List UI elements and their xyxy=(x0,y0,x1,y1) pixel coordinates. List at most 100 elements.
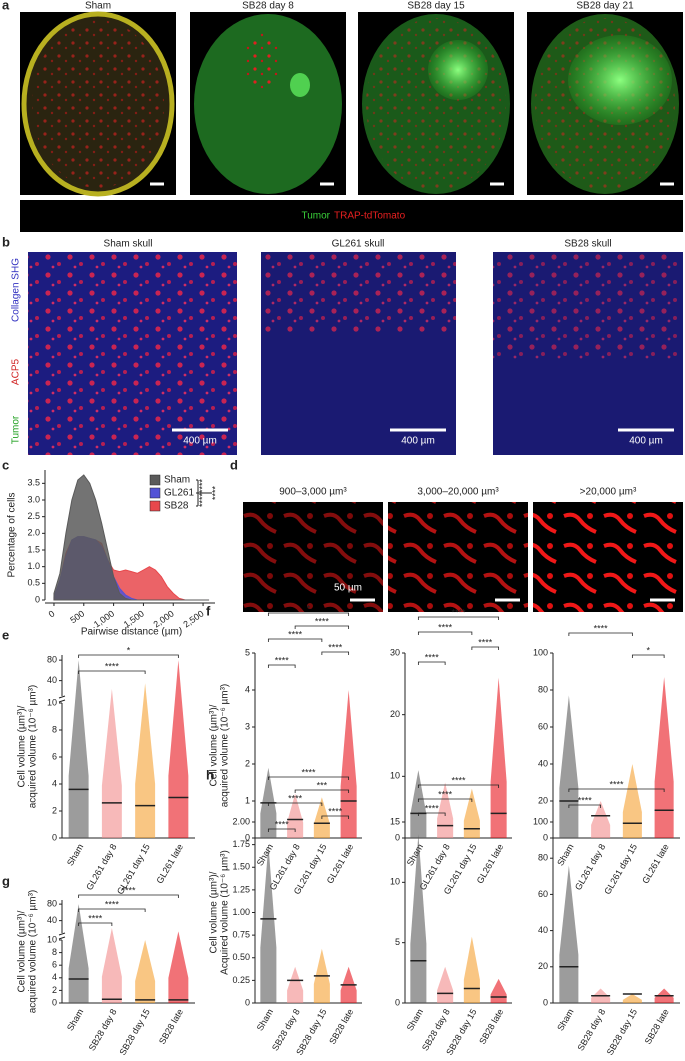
y-tick-label: 10 xyxy=(47,697,57,707)
data-points xyxy=(463,936,480,1003)
y-tick-label: 0.75 xyxy=(232,930,250,940)
image-title: SB28 day 8 xyxy=(242,1,294,12)
significance-bracket xyxy=(294,789,350,793)
panel-label: b xyxy=(2,234,10,249)
data-points xyxy=(654,677,674,838)
y-tick-label: 0 xyxy=(52,832,57,842)
significance-bracket xyxy=(568,632,633,636)
significance-bracket xyxy=(78,922,113,926)
significance-label: **** xyxy=(425,652,440,662)
significance-bracket xyxy=(267,664,296,668)
data-points xyxy=(437,966,454,1003)
x-tick-label: 0 xyxy=(47,608,57,619)
significance-label: **** xyxy=(288,629,303,639)
image-title: 900–3,000 µm³ xyxy=(279,487,347,498)
y-axis-label: Cell volume (µm³)/ xyxy=(17,910,28,992)
y-tick-label: 40 xyxy=(538,925,548,935)
significance-bracket xyxy=(631,654,665,658)
y-tick-label: 20 xyxy=(538,795,548,805)
y-tick-label: 1.0 xyxy=(27,561,40,571)
significance-bracket xyxy=(78,654,179,658)
significance-label: **** xyxy=(315,616,330,626)
x-tick-label: SB28 late xyxy=(477,1007,505,1046)
significance-label: **** xyxy=(197,493,207,508)
legend-swatch xyxy=(149,487,161,499)
significance-bracket xyxy=(417,784,500,788)
image-row xyxy=(28,252,683,455)
channel-label: ACP5 xyxy=(11,359,22,386)
scale-bar-label: 400 µm xyxy=(401,436,435,447)
x-tick-label: Sham xyxy=(405,1007,425,1032)
significance-bracket xyxy=(267,776,350,780)
significance-label: **** xyxy=(301,767,316,777)
significance-label: *** xyxy=(317,780,328,790)
significance-bracket xyxy=(417,812,446,816)
data-points xyxy=(101,688,122,838)
x-tick-label: SB28 late xyxy=(327,1007,355,1046)
data-points xyxy=(287,793,304,838)
significance-label: **** xyxy=(478,637,493,647)
significance-label: **** xyxy=(578,795,593,805)
y-tick-label: 0 xyxy=(395,997,400,1007)
y-tick-label: 0 xyxy=(35,594,40,604)
x-tick-label: Sham xyxy=(255,842,275,867)
y-tick-label: 20 xyxy=(390,709,400,719)
y-tick-label: 10 xyxy=(47,934,57,944)
y-tick-label: 1.5 xyxy=(27,544,40,554)
y-tick-label: 0 xyxy=(52,997,57,1007)
x-tick-label: Sham xyxy=(255,1007,275,1032)
y-tick-label: 2.5 xyxy=(27,511,40,521)
significance-bracket xyxy=(321,815,350,819)
significance-bracket xyxy=(267,612,350,616)
image-title: Sham xyxy=(85,1,111,12)
y-tick-label: 60 xyxy=(538,889,548,899)
significance-label: **** xyxy=(88,913,103,923)
significance-bracket xyxy=(267,828,296,832)
legend-swatch xyxy=(149,500,161,512)
data-points xyxy=(591,801,611,838)
panel-label: h xyxy=(206,767,214,782)
significance-label: **** xyxy=(197,479,207,494)
x-tick-label: GL261 late xyxy=(325,842,356,885)
data-points xyxy=(68,904,89,1003)
significance-label: **** xyxy=(288,793,303,803)
legend-text: Tumor xyxy=(301,211,330,222)
y-tick-label: 0 xyxy=(245,997,250,1007)
significance-bracket xyxy=(294,625,350,629)
y-axis-label: Cell volume (µm³)/ xyxy=(209,871,220,953)
data-points xyxy=(490,677,507,838)
significance-label: **** xyxy=(451,775,466,785)
significance-label: * xyxy=(307,603,311,613)
significance-label: **** xyxy=(438,622,453,632)
legend-text: TRAP-tdTomato xyxy=(334,211,406,222)
channel-label: Tumor xyxy=(11,415,22,444)
significance-label: **** xyxy=(425,803,440,813)
legend-swatch xyxy=(149,474,161,486)
significance-label: **** xyxy=(105,661,120,671)
significance-label: **** xyxy=(105,899,120,909)
y-tick-label: 4 xyxy=(52,972,57,982)
y-tick-label: 1.50 xyxy=(232,862,250,872)
significance-label: **** xyxy=(594,623,609,633)
image-title: SB28 skull xyxy=(564,239,611,250)
significance-bracket xyxy=(78,908,146,912)
x-tick-label: 2,500 xyxy=(181,608,205,629)
y-tick-label: 2 xyxy=(52,985,57,995)
axis-break xyxy=(58,699,66,703)
data-points xyxy=(287,966,304,1003)
significance-bracket xyxy=(321,651,350,655)
y-tick-label: 20 xyxy=(538,961,548,971)
panel-label: g xyxy=(2,873,10,888)
y-tick-label: 8 xyxy=(52,947,57,957)
significance-label: * xyxy=(127,645,131,655)
x-tick-label: Sham xyxy=(65,842,85,867)
x-tick-label: SB28 late xyxy=(157,1007,185,1046)
y-tick-label: 0.50 xyxy=(232,952,250,962)
significance-bracket xyxy=(417,616,500,620)
significance-bracket xyxy=(78,670,146,674)
significance-bracket xyxy=(417,661,446,665)
y-tick-label: 60 xyxy=(538,721,548,731)
y-axis-label: Acquired volume (10⁻⁶ µm³) xyxy=(220,850,231,975)
image-title: Sham skull xyxy=(104,239,153,250)
y-tick-label: 2.00 xyxy=(232,816,250,826)
